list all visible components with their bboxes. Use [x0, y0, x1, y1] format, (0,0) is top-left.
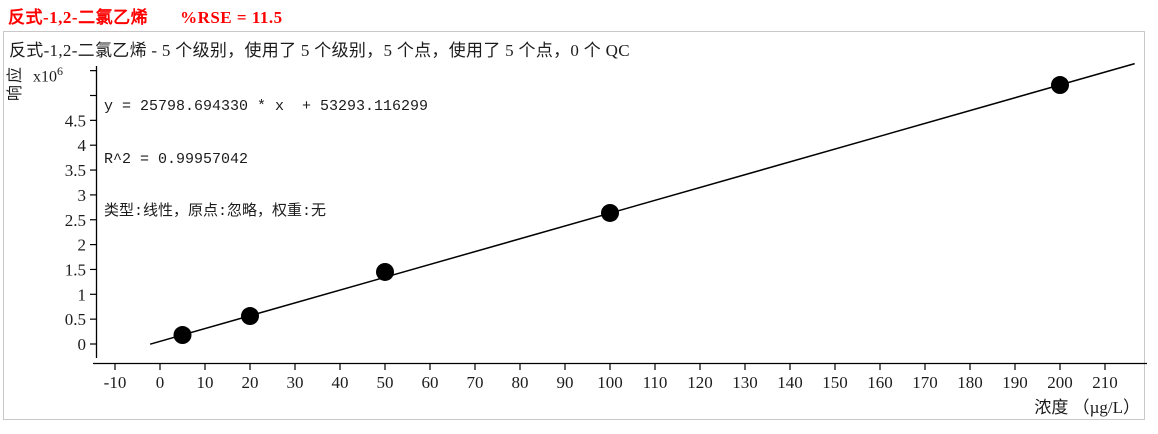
- x-tick-label: 140: [777, 373, 803, 392]
- data-point[interactable]: [376, 262, 394, 281]
- curve-subtitle: 反式-1,2-二氯乙烯 - 5 个级别，使用了 5 个级别，5 个点，使用了 5…: [9, 41, 630, 60]
- y-tick-label: 3: [78, 186, 87, 205]
- rse-value: %RSE = 11.5: [180, 8, 283, 27]
- x-tick-label: 80: [512, 373, 529, 392]
- x-tick-label: 190: [1002, 373, 1028, 392]
- data-point[interactable]: [1051, 76, 1069, 95]
- x-tick-label: 200: [1047, 373, 1073, 392]
- x-tick-label: 170: [912, 373, 938, 392]
- data-point[interactable]: [241, 307, 259, 326]
- x-axis-title: 浓度 （µg/L）: [1034, 398, 1140, 417]
- x-tick-label: 40: [332, 373, 349, 392]
- fit-equation: y = 25798.694330 * x + 53293.116299: [104, 98, 429, 115]
- chart-frame: [3, 31, 1145, 420]
- fit-r-squared: R^2 = 0.99957042: [104, 150, 249, 168]
- y-tick-label: 3.5: [65, 161, 86, 180]
- y-tick-label: 4.5: [65, 111, 86, 130]
- x-tick-label: 100: [597, 373, 623, 392]
- y-tick-label: 1: [78, 285, 87, 304]
- x-tick-label: 10: [197, 373, 214, 392]
- x-tick-label: 20: [242, 373, 259, 392]
- y-axis-multiplier: x106: [33, 64, 63, 86]
- y-multiplier-base: x10: [33, 68, 57, 86]
- y-tick-label: 4: [78, 136, 87, 155]
- x-tick-label: 30: [287, 373, 304, 392]
- x-tick-label: 60: [422, 373, 439, 392]
- compound-name: 反式-1,2-二氯乙烯: [8, 8, 149, 27]
- x-tick-label: 110: [643, 373, 668, 392]
- fit-annotation: y = 25798.694330 * x + 53293.116299 R^2 …: [104, 63, 428, 256]
- fit-line: [149, 62, 1135, 345]
- x-tick-label: 90: [557, 373, 574, 392]
- x-tick-label: 130: [732, 373, 758, 392]
- y-tick-label: 1.5: [65, 260, 86, 279]
- x-tick-label: 0: [156, 373, 165, 392]
- y-tick-label: 2.5: [65, 211, 86, 230]
- y-multiplier-exponent: 6: [57, 64, 63, 78]
- x-tick-label: 50: [377, 373, 394, 392]
- chart-title: 反式-1,2-二氯乙烯 %RSE = 11.5: [8, 3, 283, 28]
- x-tick-label: 210: [1092, 373, 1118, 392]
- x-tick-label: -10: [104, 373, 127, 392]
- y-tick-label: 0: [78, 335, 87, 354]
- x-tick-label: 160: [867, 373, 893, 392]
- x-tick-label: 150: [822, 373, 848, 392]
- data-point[interactable]: [601, 203, 619, 222]
- y-tick-label: 0.5: [65, 310, 86, 329]
- data-point[interactable]: [173, 326, 192, 345]
- x-tick-label: 120: [687, 373, 713, 392]
- x-tick-label: 180: [957, 373, 983, 392]
- y-tick-label: 2: [78, 236, 87, 255]
- x-tick-label: 70: [467, 373, 484, 392]
- fit-parameters: 类型:线性，原点:忽略，权重:无: [104, 203, 327, 220]
